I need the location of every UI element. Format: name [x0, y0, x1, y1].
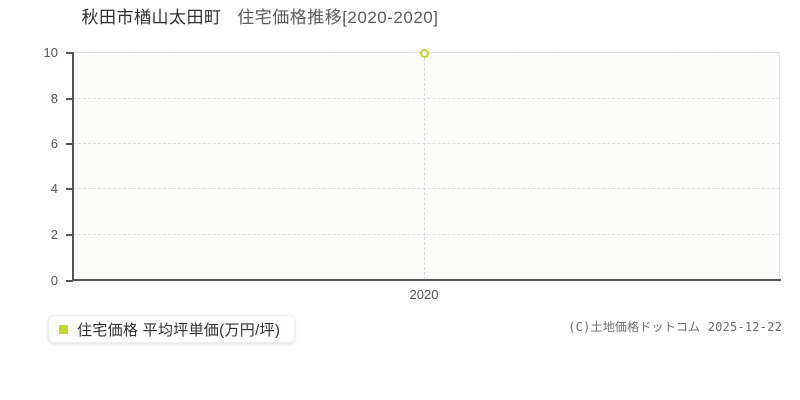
- x-axis-label-2020: 2020: [409, 287, 439, 302]
- y-tick-4: [66, 188, 73, 190]
- y-axis-label-0: 0: [50, 273, 58, 288]
- chart-title-sub: 住宅価格推移[2020-2020]: [237, 8, 439, 27]
- chart-title-main: 秋田市楢山太田町: [81, 8, 222, 27]
- gridline-y-6: [73, 143, 780, 144]
- y-tick-8: [66, 98, 73, 100]
- y-tick-6: [66, 143, 73, 145]
- chart-legend[interactable]: 住宅価格 平均坪単価(万円/坪): [48, 315, 296, 343]
- plot-area: [72, 52, 780, 280]
- gridline-y-2: [73, 234, 780, 235]
- y-tick-10: [66, 52, 73, 54]
- y-axis-label-6: 6: [50, 136, 58, 151]
- gridline-x-2020: [424, 53, 425, 280]
- copyright-credit: (C)土地価格ドットコム 2025-12-22: [568, 320, 782, 334]
- y-axis-label-2: 2: [50, 227, 58, 242]
- y-axis-line: [72, 52, 74, 281]
- y-axis-label-10: 10: [43, 45, 58, 60]
- gridline-y-4: [73, 188, 780, 189]
- data-point-2020[interactable]: [419, 48, 429, 58]
- legend-label: 住宅価格 平均坪単価(万円/坪): [77, 321, 281, 339]
- y-tick-0: [66, 280, 73, 282]
- y-tick-2: [66, 234, 73, 236]
- page-title: 秋田市楢山太田町 住宅価格推移[2020-2020]: [0, 7, 520, 29]
- y-axis-label-4: 4: [50, 181, 58, 196]
- gridline-y-8: [73, 98, 780, 99]
- legend-swatch-icon: [59, 324, 68, 334]
- y-axis-label-8: 8: [50, 91, 58, 106]
- x-axis-line: [72, 279, 781, 281]
